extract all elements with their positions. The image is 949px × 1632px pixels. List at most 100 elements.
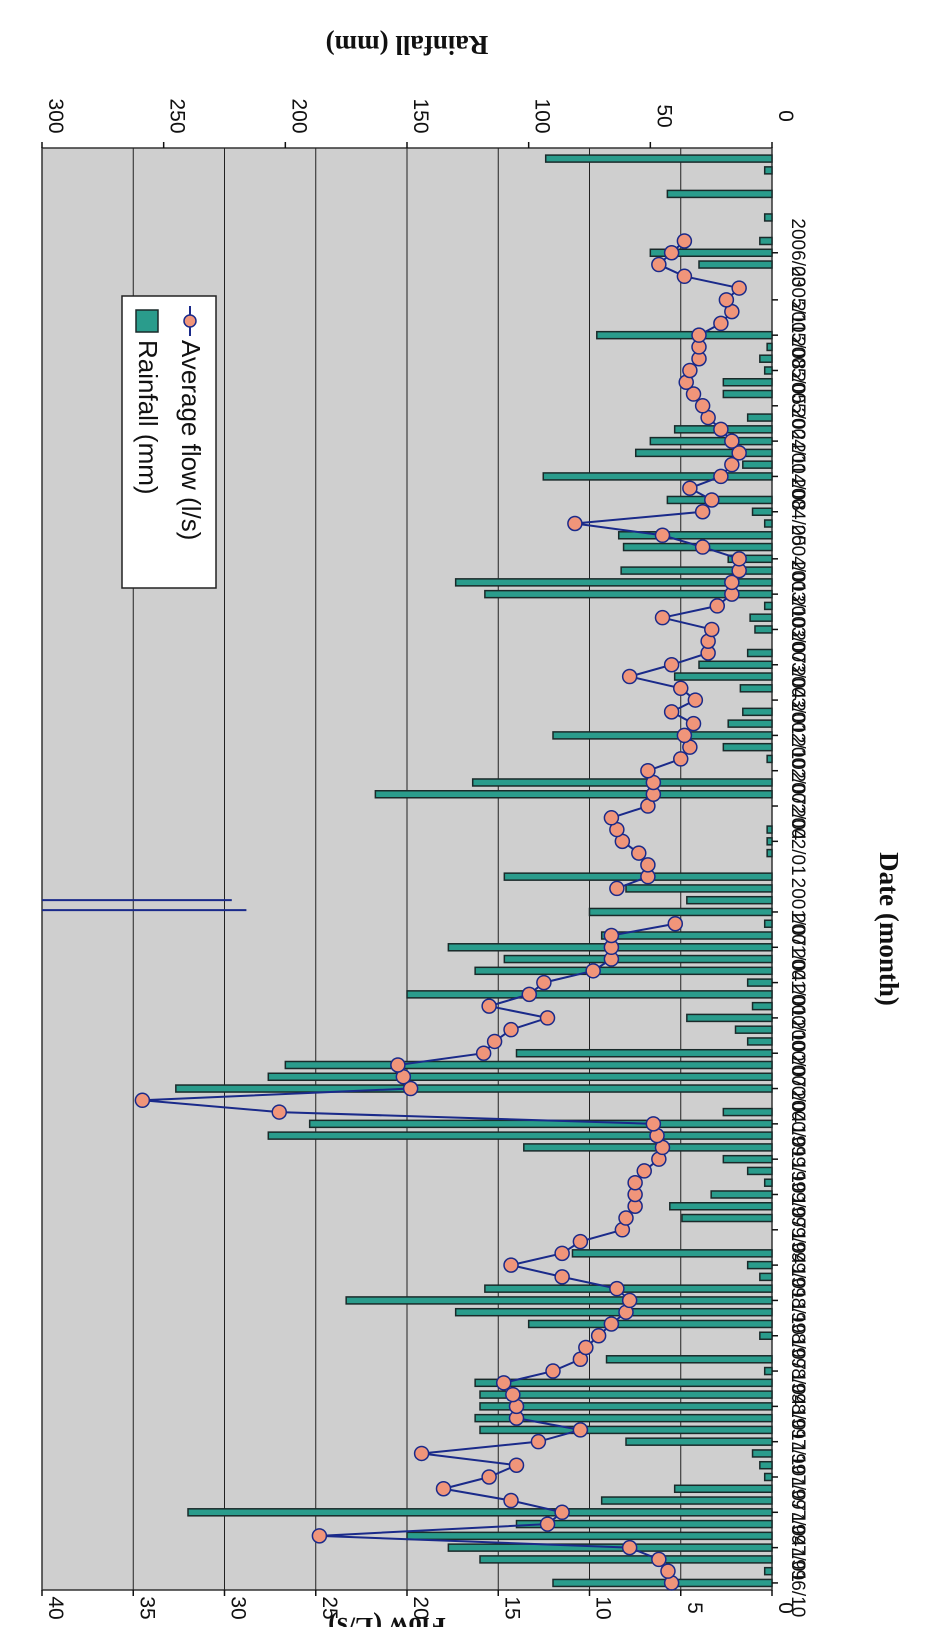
rainfall-bar-17 <box>474 1378 773 1388</box>
rainfall-bar-31 <box>681 1213 773 1223</box>
rainfall-bar-97 <box>649 436 773 446</box>
flow-marker-10 <box>508 1457 525 1473</box>
rainfall-bar-64 <box>766 825 773 834</box>
rainfall-bar-23 <box>454 1307 773 1317</box>
rainfall-bar-10 <box>759 1460 773 1470</box>
rainfall-bar-34 <box>763 1178 773 1187</box>
rainfall-bar-112 <box>698 260 773 269</box>
rainfall-bar-27 <box>746 1260 773 1270</box>
rainfall-bar-76 <box>739 684 773 693</box>
flow-marker-74 <box>663 704 680 720</box>
rainfall-bar-102 <box>722 378 773 387</box>
axis-labels: Date (month) Flow (L/s) Rainfall (mm) <box>326 30 904 1632</box>
rainfall-bar-56 <box>763 919 773 928</box>
rain-tick-label-100: 100 <box>531 98 554 133</box>
date-tick-label-2005/02: 2005/02 <box>787 371 808 440</box>
axes: 0 5 10 15 20 25 30 35 40 0 50 100 150 200 250 300 1996/1… <box>41 98 808 1620</box>
date-tick-label-2004/11: 2004/11 <box>787 407 808 474</box>
rainfall-bar-18 <box>763 1366 773 1376</box>
rainfall-bar-22 <box>527 1319 773 1329</box>
rainfall-bar-39 <box>308 1119 773 1129</box>
legend-marker-flow <box>183 314 197 328</box>
rainfall-bar-51 <box>746 978 773 987</box>
flow-tick-label-5: 5 <box>683 1602 706 1614</box>
rainfall-bar-37 <box>523 1143 773 1152</box>
flow-marker-34 <box>627 1174 643 1191</box>
flow-marker-61 <box>640 857 656 873</box>
rainfall-bar-92 <box>666 495 773 505</box>
flow-marker-3 <box>621 1539 638 1556</box>
rainfall-bar-114 <box>759 236 773 246</box>
flow-marker-28 <box>554 1245 570 1262</box>
date-tick-label-2002/04: 2002/04 <box>787 772 808 841</box>
rain-tick-label-250: 250 <box>166 98 189 133</box>
flow-marker-2 <box>651 1551 667 1568</box>
rainfall-bar-73 <box>727 719 773 728</box>
rainfall-bar-96 <box>634 448 773 458</box>
rainfall-bar-14 <box>474 1413 773 1423</box>
flow-marker-26 <box>554 1269 570 1285</box>
flow-marker-85 <box>724 574 740 591</box>
rainfall-bar-90 <box>763 519 773 528</box>
rainfall-bar-99 <box>746 413 773 422</box>
flow-marker-11 <box>413 1445 430 1462</box>
flow-marker-51 <box>536 974 552 991</box>
rainfall-bar-24 <box>345 1296 773 1305</box>
rainfall-bar-33 <box>710 1190 773 1199</box>
legend-label-rainfall: Rainfall (mm) <box>133 340 163 495</box>
flow-marker-112 <box>651 256 667 273</box>
flow-marker-75 <box>687 692 704 708</box>
date-tick-label-2005/11: 2005/11 <box>787 266 808 333</box>
flow-marker-95 <box>724 456 740 473</box>
flow-marker-65 <box>603 810 620 826</box>
flow-marker-87 <box>731 551 747 567</box>
rainfall-bar-21 <box>759 1331 773 1340</box>
rainfall-bar-42 <box>175 1084 773 1093</box>
flow-marker-46 <box>486 1033 503 1050</box>
rainfall-bar-72 <box>552 731 773 740</box>
rainfall-bar-49 <box>751 1001 773 1011</box>
flow-tick-label-40: 40 <box>44 1596 67 1619</box>
date-tick-label-1998/04: 1998/04 <box>787 1337 808 1406</box>
rainfall-bar-7 <box>600 1496 773 1505</box>
rainfall-bar-57 <box>588 907 773 917</box>
flow-tick-label-20: 20 <box>409 1596 432 1619</box>
rainfall-bar-106 <box>596 330 773 340</box>
rainfall-bar-101 <box>722 389 773 399</box>
rainfall-bar-60 <box>503 872 773 881</box>
rainfall-bar-86 <box>620 566 773 575</box>
flow-marker-103 <box>682 362 698 379</box>
rainfall-bar-94 <box>542 472 773 481</box>
date-tick-label-2002/01: 2002/01 <box>787 807 808 876</box>
flow-markers <box>134 233 747 1591</box>
date-tick-label-2000/10: 2000/10 <box>787 984 808 1053</box>
rainfall-bar-62 <box>766 848 773 858</box>
rainfall-bar-63 <box>766 837 773 846</box>
rainfall-bar-38 <box>267 1131 773 1140</box>
flow-marker-31 <box>618 1210 634 1226</box>
flow-marker-81 <box>704 621 720 638</box>
flow-marker-72 <box>676 727 693 744</box>
flow-tick-label-10: 10 <box>592 1596 615 1619</box>
flow-axis-title: Flow (L/s) <box>328 1612 446 1627</box>
flow-marker-70 <box>673 751 689 767</box>
flow-marker-93 <box>682 480 698 496</box>
flow-marker-62 <box>631 845 647 861</box>
rainfall-bar-81 <box>754 625 773 634</box>
rain-axis-title: Rainfall (mm) <box>326 30 489 60</box>
date-tick-label-1999/04: 1999/04 <box>787 1195 808 1264</box>
date-tick-label-1997/01: 1997/01 <box>787 1513 808 1582</box>
date-tick-label-1997/07: 1997/07 <box>787 1443 808 1512</box>
rainfall-bar-8 <box>673 1484 773 1494</box>
flow-marker-42 <box>402 1080 419 1097</box>
flow-marker-17 <box>495 1375 512 1391</box>
flow-tick-label-15: 15 <box>500 1596 523 1619</box>
rainfall-bar-52 <box>474 966 773 976</box>
flow-marker-35 <box>636 1163 652 1179</box>
date-tick-label-2005/05: 2005/05 <box>787 336 808 405</box>
flow-marker-113 <box>663 245 680 261</box>
flow-marker-25 <box>609 1280 625 1297</box>
rainfall-bar-35 <box>746 1166 773 1176</box>
date-tick-label-2004/08: 2004/08 <box>787 442 808 511</box>
rainfall-bar-118 <box>666 189 773 199</box>
